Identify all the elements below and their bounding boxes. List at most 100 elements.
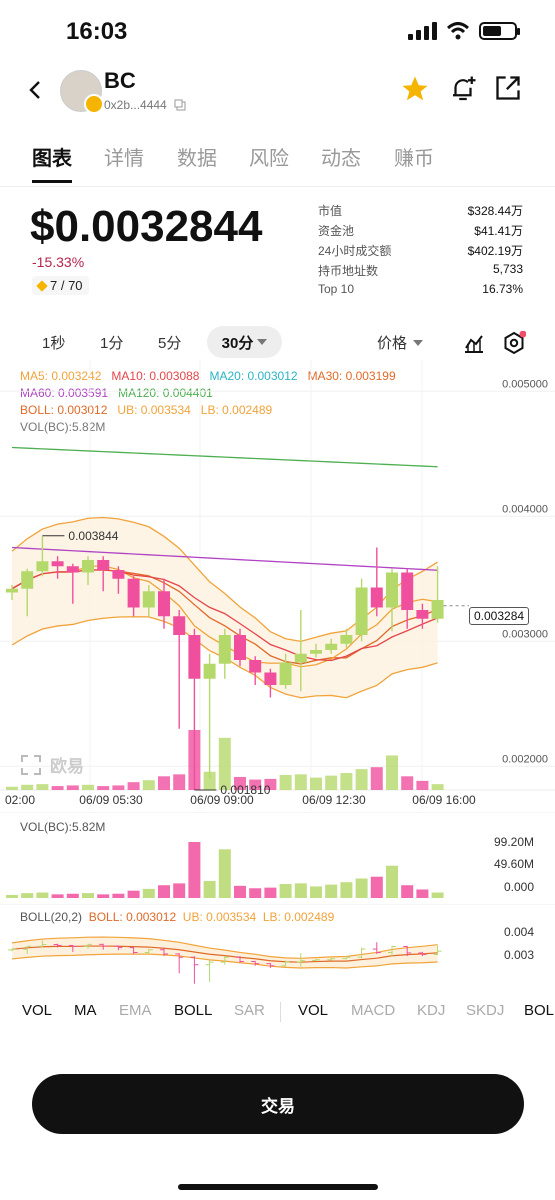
interval-5m[interactable]: 5分 <box>158 335 182 352</box>
candle-body <box>416 610 429 619</box>
add-alert-icon[interactable] <box>448 74 478 104</box>
x-tick-label: 02:00 <box>5 793 35 807</box>
volume-bar <box>310 886 322 898</box>
market-stats: 市值 $328.44万 资金池 $41.41万 24小时成交额 $402.19万 持币… <box>318 202 523 302</box>
volume-bar <box>82 784 94 790</box>
ind-sub-vol[interactable]: VOL <box>298 1002 329 1019</box>
volume-bar <box>234 776 246 790</box>
ind-ma[interactable]: MA <box>74 1002 97 1019</box>
interval-bar: 1秒 1分 5分 30分 价格 <box>0 326 555 360</box>
boll-axis-label: 0.003 <box>504 948 534 962</box>
low-label: 0.001810 <box>220 783 270 797</box>
ind-macd[interactable]: MACD <box>351 1002 396 1019</box>
volume-bar <box>158 776 170 790</box>
contract-address[interactable]: 0x2b...4444 <box>104 98 186 112</box>
volume-bar <box>355 878 368 898</box>
tab-data[interactable]: 数据 <box>177 148 217 170</box>
volume-bar <box>158 885 170 898</box>
volume-bar <box>386 865 398 898</box>
indicator-icon[interactable] <box>463 332 485 354</box>
rank-badge: 7 / 70 <box>32 276 89 295</box>
avatar <box>60 70 102 112</box>
share-icon[interactable] <box>494 74 522 102</box>
chevron-down-icon <box>413 339 424 346</box>
status-time: 16:03 <box>66 18 128 45</box>
candle-body <box>127 578 140 608</box>
stat-row: 持币地址数 5,733 <box>318 262 523 278</box>
volume-bar <box>97 786 110 790</box>
volume-bar <box>355 769 368 790</box>
ind-kdj[interactable]: KDJ <box>417 1002 446 1019</box>
candle-body <box>142 591 155 608</box>
home-indicator <box>178 1184 378 1190</box>
settings-icon[interactable] <box>502 331 526 355</box>
volume-bar <box>340 773 353 790</box>
ind-vol[interactable]: VOL <box>22 1002 53 1019</box>
volume-bar <box>127 782 140 790</box>
volume-bar <box>203 880 216 898</box>
interval-30m[interactable]: 30分 <box>207 326 282 358</box>
copy-icon[interactable] <box>174 99 186 111</box>
x-tick-label: 06/09 09:00 <box>190 793 254 807</box>
ind-sub-boll[interactable]: BOLL <box>524 1002 555 1019</box>
candle-body <box>97 560 110 570</box>
back-icon[interactable] <box>24 78 48 102</box>
trade-button[interactable]: 交易 <box>32 1074 524 1134</box>
candlestick-chart[interactable]: 0.005000 0.004000 0.003000 0.002000 0.003844… <box>0 360 555 810</box>
interval-1s[interactable]: 1秒 <box>42 335 66 352</box>
volume-bar <box>97 894 110 898</box>
header: BC 0x2b...4444 <box>0 66 555 116</box>
price-type-select[interactable]: 价格 <box>377 332 424 353</box>
volume-bar <box>401 885 414 898</box>
coin-name: BC <box>104 68 136 93</box>
volume-bar <box>142 780 155 790</box>
ind-sar[interactable]: SAR <box>234 1002 265 1019</box>
volume-bar <box>6 894 18 898</box>
candle-body <box>279 662 292 685</box>
y-tick-label: 0.004000 <box>502 503 548 515</box>
ind-skdj[interactable]: SKDJ <box>466 1002 505 1019</box>
volume-bar <box>66 785 79 790</box>
y-tick-label: 0.002000 <box>502 753 548 765</box>
tab-activity[interactable]: 动态 <box>321 148 361 170</box>
rank-value: 7 / 70 <box>50 278 83 293</box>
volume-bar <box>279 884 292 898</box>
volume-bar <box>416 780 429 790</box>
volume-bar <box>294 774 307 790</box>
volume-bar <box>112 893 125 898</box>
current-price-tag: 0.003284 <box>469 607 530 625</box>
wifi-icon <box>447 22 469 40</box>
boll-chart: 0.004 0.003 <box>0 904 555 984</box>
candle-body <box>21 571 34 589</box>
volume-bar <box>36 784 49 790</box>
tab-chart[interactable]: 图表 <box>32 148 72 170</box>
candle-body <box>203 663 216 679</box>
candle-body <box>294 653 307 663</box>
star-icon[interactable] <box>400 74 430 104</box>
divider <box>280 1002 281 1022</box>
tab-risk[interactable]: 风险 <box>249 148 289 170</box>
boll-axis-label: 0.004 <box>504 925 534 939</box>
ind-boll[interactable]: BOLL <box>174 1002 213 1019</box>
x-tick-label: 06/09 05:30 <box>79 793 143 807</box>
volume-chart: 99.20M 49.60M 0.000 <box>0 812 555 898</box>
candle-body <box>264 672 277 685</box>
status-icons <box>408 22 520 40</box>
stat-row: Top 10 16.73% <box>318 282 523 296</box>
volume-bar <box>279 775 292 790</box>
tab-earn[interactable]: 赚币 <box>394 148 434 170</box>
candle-body <box>249 660 262 673</box>
volume-bar <box>188 842 201 898</box>
ind-ema[interactable]: EMA <box>119 1002 152 1019</box>
fullscreen-icon[interactable] <box>20 754 42 776</box>
diamond-icon <box>36 279 48 292</box>
tab-details[interactable]: 详情 <box>104 148 144 170</box>
signal-icon <box>408 22 437 40</box>
volume-bar <box>51 894 64 898</box>
y-tick-label: 0.003000 <box>502 628 548 640</box>
interval-1m[interactable]: 1分 <box>100 335 124 352</box>
volume-bar <box>21 893 34 898</box>
volume-bar <box>249 888 262 898</box>
candle-body <box>325 643 338 650</box>
volume-bar <box>234 885 246 898</box>
